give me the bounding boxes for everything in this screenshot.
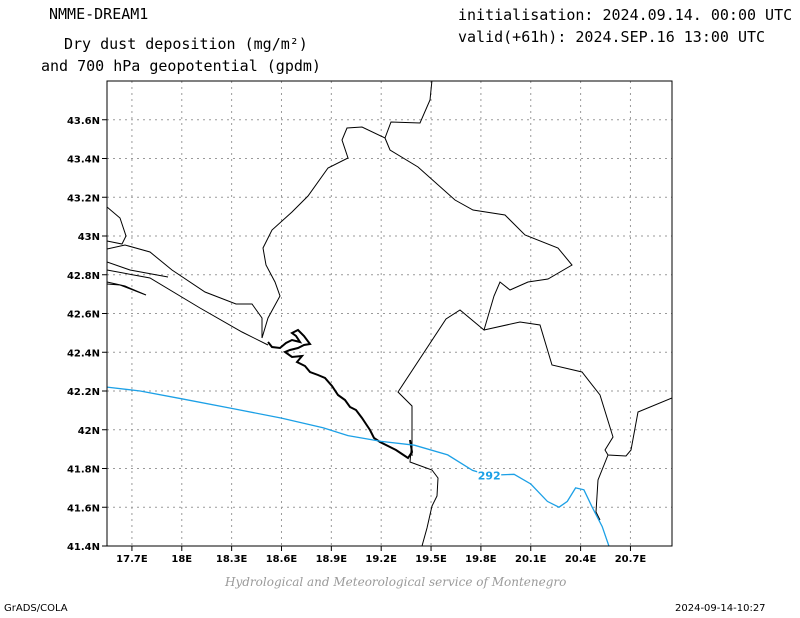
product-title-line1: Dry dust deposition (mg/m²) bbox=[64, 35, 308, 53]
lat-tick-label: 42.2N bbox=[67, 387, 100, 398]
coast-island-mljet bbox=[107, 281, 147, 296]
lon-tick-label: 19.8E bbox=[465, 554, 497, 565]
valid-time: valid(+61h): 2024.SEP.16 13:00 UTC bbox=[458, 28, 766, 46]
model-title: NMME-DREAM1 bbox=[49, 5, 149, 23]
border-kosovo-albania bbox=[595, 454, 609, 521]
lat-tick-label: 43.6N bbox=[67, 116, 100, 127]
lon-tick-label: 19.2E bbox=[365, 554, 397, 565]
lon-tick-label: 20.4E bbox=[565, 554, 597, 565]
lat-tick-label: 42N bbox=[78, 426, 100, 437]
timestamp-label: 2024-09-14-10:27 bbox=[675, 603, 766, 614]
lat-lon-grid bbox=[107, 81, 672, 547]
software-label: GrADS/COLA bbox=[4, 603, 68, 614]
coast-dubrovnik bbox=[107, 269, 269, 346]
border-serbia-montenegro bbox=[384, 137, 573, 456]
lon-tick-label: 20.7E bbox=[615, 554, 647, 565]
lat-tick-label: 43N bbox=[78, 232, 100, 243]
border-kosovo-serbia bbox=[483, 321, 672, 457]
lat-tick-label: 41.6N bbox=[67, 503, 100, 514]
lat-tick-label: 41.4N bbox=[67, 542, 100, 553]
credit-line: Hydrological and Meteorological service … bbox=[225, 575, 567, 589]
lat-tick-label: 42.4N bbox=[67, 348, 100, 359]
coast-peljesac bbox=[107, 244, 263, 338]
lon-tick-label: 18.9E bbox=[316, 554, 348, 565]
lat-tick-label: 42.8N bbox=[67, 271, 100, 282]
lon-tick-label: 18E bbox=[171, 554, 192, 565]
lon-tick-label: 18.6E bbox=[266, 554, 298, 565]
border-bosnia-montenegro bbox=[261, 81, 433, 339]
product-title-line2: and 700 hPa geopotential (gpdm) bbox=[41, 57, 321, 75]
coast-island-korcula bbox=[107, 261, 169, 278]
lat-tick-label: 43.4N bbox=[67, 155, 100, 166]
lat-tick-label: 42.6N bbox=[67, 310, 100, 321]
lon-tick-label: 17.7E bbox=[116, 554, 148, 565]
coast-dalmatia bbox=[107, 206, 127, 245]
contour-label: 292 bbox=[478, 469, 501, 482]
lat-tick-label: 43.2N bbox=[67, 193, 100, 204]
border-albania-montenegro bbox=[409, 439, 439, 546]
axis-ticks: 17.7E 18E 18.3E 18.6E 18.9E 19.2E 19.5E 19.8E 20… bbox=[67, 116, 646, 565]
lon-tick-label: 20.1E bbox=[515, 554, 547, 565]
coast-montenegro bbox=[267, 328, 414, 460]
initialisation-time: initialisation: 2024.09.14. 00:00 UTC bbox=[458, 6, 793, 24]
lon-tick-label: 19.5E bbox=[415, 554, 447, 565]
lon-tick-label: 18.3E bbox=[216, 554, 248, 565]
lat-tick-label: 41.8N bbox=[67, 465, 100, 476]
